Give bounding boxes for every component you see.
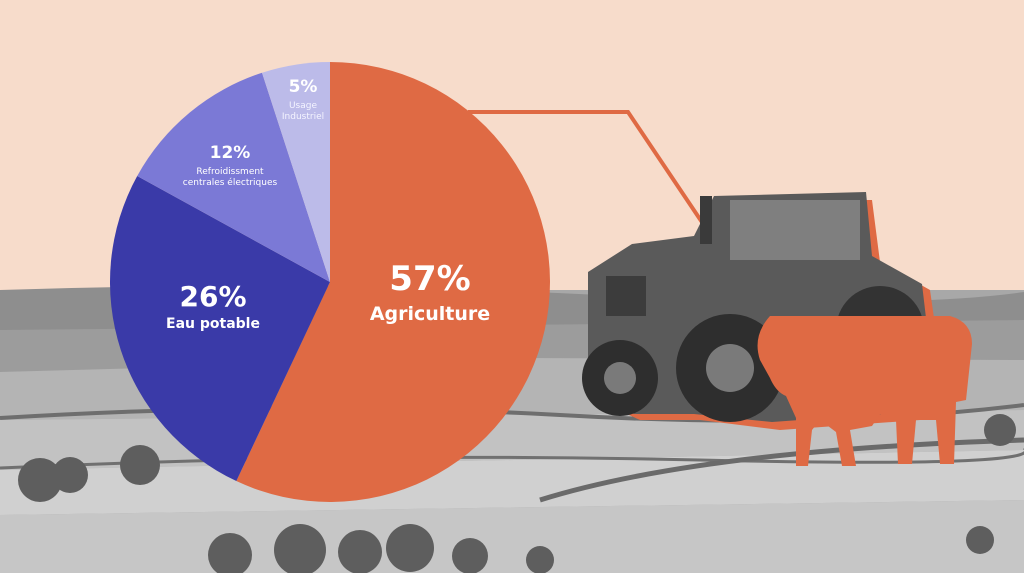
slice-name-label: Agriculture [370, 303, 490, 325]
pie-slice-2 [109, 176, 330, 482]
slice-name-label: centrales électriques [183, 177, 278, 188]
connector-line [468, 110, 724, 254]
pie-slice-3 [137, 72, 330, 282]
slice-name-label: Industriel [282, 112, 324, 122]
slice-name-label: Refroidissment [196, 167, 264, 177]
slice-name-label: Usage [289, 101, 318, 111]
pie-labels: 57% Agriculture 26% Eau potable 12% Refroidis… [166, 77, 490, 332]
pie-slice-4 [262, 62, 330, 282]
slice-name-label: Eau potable [166, 316, 260, 332]
slice-percent-label: 12% [210, 143, 251, 163]
pie-slice-1 [236, 62, 550, 503]
pie-chart [109, 62, 550, 503]
slice-percent-label: 5% [289, 77, 318, 97]
slice-percent-label: 26% [179, 280, 246, 313]
cow-silhouette [757, 316, 972, 466]
slice-percent-label: 57% [389, 259, 470, 299]
